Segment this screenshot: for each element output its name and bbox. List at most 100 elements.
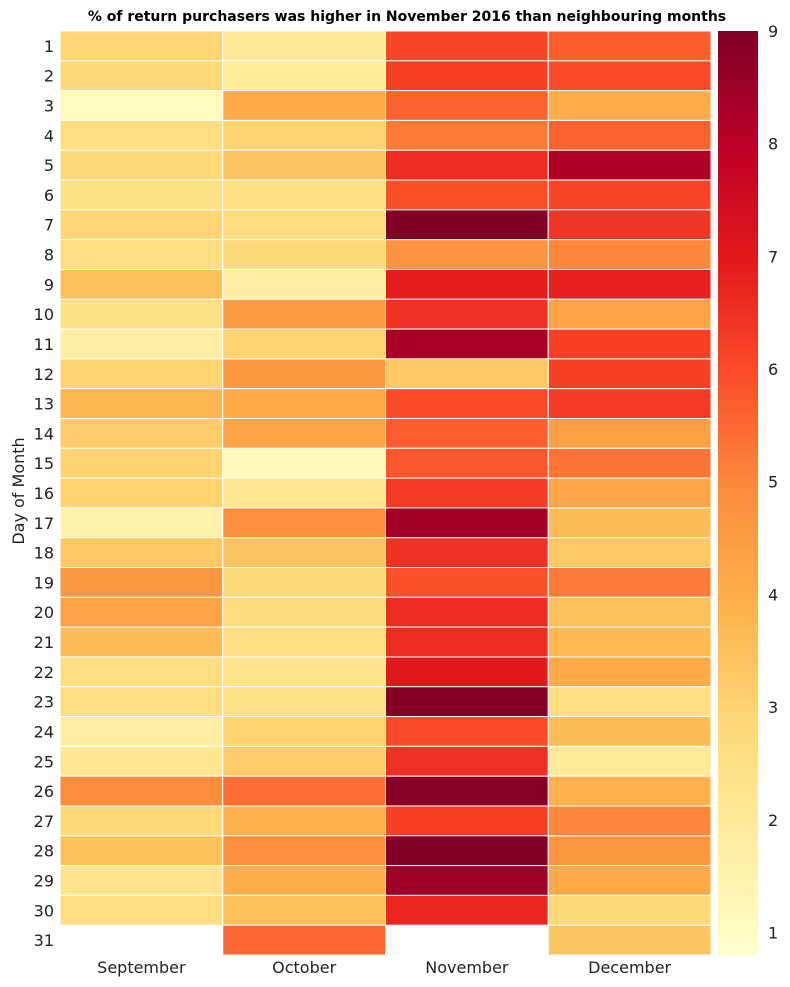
heatmap-cell-18-december xyxy=(547,537,712,569)
heatmap-cell-1-october xyxy=(222,30,386,62)
heatmap-cell-14-november xyxy=(385,417,549,449)
heatmap-cell-26-october xyxy=(222,775,386,807)
x-tick-label-september: September xyxy=(97,958,186,977)
y-tick-label-23: 23 xyxy=(34,693,54,712)
heatmap-cell-30-september xyxy=(59,894,224,926)
heatmap-cell-11-september xyxy=(59,328,224,360)
heatmap-cell-4-september xyxy=(59,119,224,151)
colorbar-tick-label-9: 9 xyxy=(768,22,778,41)
heatmap-cell-9-november xyxy=(385,268,549,300)
heatmap-cell-12-november xyxy=(385,358,549,390)
heatmap-cell-29-september xyxy=(59,865,224,896)
heatmap-cell-22-december xyxy=(547,656,712,688)
heatmap-cell-17-september xyxy=(59,507,224,539)
heatmap-cell-21-december xyxy=(547,626,712,658)
heatmap-cell-3-september xyxy=(59,90,224,121)
heatmap-cell-9-december xyxy=(547,268,712,300)
heatmap-cell-31-december xyxy=(547,924,712,956)
y-tick-label-16: 16 xyxy=(34,484,54,503)
heatmap-cell-9-october xyxy=(222,268,386,300)
heatmap-cell-29-october xyxy=(222,865,386,896)
heatmap-cell-13-november xyxy=(385,388,549,419)
heatmap-cell-18-october xyxy=(222,537,386,569)
y-tick-label-14: 14 xyxy=(34,424,54,443)
heatmap-cell-12-december xyxy=(547,358,712,390)
y-tick-label-15: 15 xyxy=(34,454,54,473)
colorbar-ticks: 1 2 3 4 5 6 7 8 9 xyxy=(768,22,778,942)
heatmap-cell-4-october xyxy=(222,119,386,151)
y-tick-label-9: 9 xyxy=(44,275,54,294)
heatmap-cell-15-november xyxy=(385,447,549,479)
y-tick-label-24: 24 xyxy=(34,722,54,741)
y-tick-label-30: 30 xyxy=(34,901,54,920)
heatmap-cell-28-november xyxy=(385,835,549,867)
heatmap-cell-15-september xyxy=(59,447,224,479)
heatmap-cell-25-october xyxy=(222,745,386,777)
heatmap-cell-10-november xyxy=(385,298,549,330)
y-tick-label-11: 11 xyxy=(34,335,54,354)
heatmap-cell-2-december xyxy=(547,60,712,92)
heatmap-cell-8-october xyxy=(222,239,386,270)
heatmap-cell-11-november xyxy=(385,328,549,360)
heatmap-cell-29-november xyxy=(385,865,549,896)
heatmap-cell-18-september xyxy=(59,537,224,569)
heatmap-cell-11-december xyxy=(547,328,712,360)
heatmap-cell-27-september xyxy=(59,805,224,837)
heatmap-cell-12-september xyxy=(59,358,224,390)
colorbar-tick-label-7: 7 xyxy=(768,247,778,266)
heatmap-cell-16-october xyxy=(222,477,386,509)
heatmap-cell-3-november xyxy=(385,90,549,121)
y-tick-label-6: 6 xyxy=(44,186,54,205)
heatmap-cell-5-october xyxy=(222,149,386,181)
heatmap-cell-24-october xyxy=(222,716,386,747)
heatmap-cell-27-october xyxy=(222,805,386,837)
heatmap-cell-12-october xyxy=(222,358,386,390)
y-tick-label-4: 4 xyxy=(44,126,54,145)
heatmap-cell-6-november xyxy=(385,179,549,211)
heatmap-cells xyxy=(59,30,712,956)
y-axis-label: Day of Month xyxy=(9,437,28,544)
heatmap-cell-25-september xyxy=(59,745,224,777)
heatmap-cell-6-december xyxy=(547,179,712,211)
heatmap-cell-20-september xyxy=(59,596,224,628)
y-tick-label-3: 3 xyxy=(44,97,54,116)
heatmap-cell-17-october xyxy=(222,507,386,539)
y-tick-label-19: 19 xyxy=(34,573,54,592)
heatmap-cell-10-october xyxy=(222,298,386,330)
heatmap-cell-7-september xyxy=(59,209,224,241)
y-tick-label-2: 2 xyxy=(44,67,54,86)
heatmap-cell-25-december xyxy=(547,745,712,777)
heatmap-cell-22-november xyxy=(385,656,549,688)
heatmap-cell-2-november xyxy=(385,60,549,92)
y-tick-label-26: 26 xyxy=(34,782,54,801)
heatmap-cell-16-december xyxy=(547,477,712,509)
y-tick-label-1: 1 xyxy=(44,37,54,56)
heatmap-cell-23-october xyxy=(222,686,386,718)
heatmap-cell-1-september xyxy=(59,30,224,62)
heatmap-cell-17-december xyxy=(547,507,712,539)
heatmap-cell-22-september xyxy=(59,656,224,688)
heatmap-cell-7-november xyxy=(385,209,549,241)
heatmap-cell-25-november xyxy=(385,745,549,777)
y-tick-label-25: 25 xyxy=(34,752,54,771)
heatmap-cell-28-december xyxy=(547,835,712,867)
y-tick-label-29: 29 xyxy=(34,871,54,890)
heatmap-cell-24-november xyxy=(385,716,549,747)
heatmap-cell-23-november xyxy=(385,686,549,718)
heatmap-cell-16-september xyxy=(59,477,224,509)
y-tick-label-21: 21 xyxy=(34,633,54,652)
heatmap-cell-13-september xyxy=(59,388,224,419)
y-tick-label-18: 18 xyxy=(34,544,54,563)
heatmap-cell-30-october xyxy=(222,894,386,926)
heatmap-cell-14-october xyxy=(222,417,386,449)
heatmap-cell-21-november xyxy=(385,626,549,658)
heatmap-cell-8-december xyxy=(547,239,712,270)
y-tick-label-7: 7 xyxy=(44,216,54,235)
heatmap-cell-26-december xyxy=(547,775,712,807)
heatmap-cell-27-november xyxy=(385,805,549,837)
y-tick-label-20: 20 xyxy=(34,603,54,622)
y-tick-label-12: 12 xyxy=(34,365,54,384)
heatmap-cell-15-december xyxy=(547,447,712,479)
heatmap-cell-17-november xyxy=(385,507,549,539)
y-tick-label-10: 10 xyxy=(34,305,54,324)
